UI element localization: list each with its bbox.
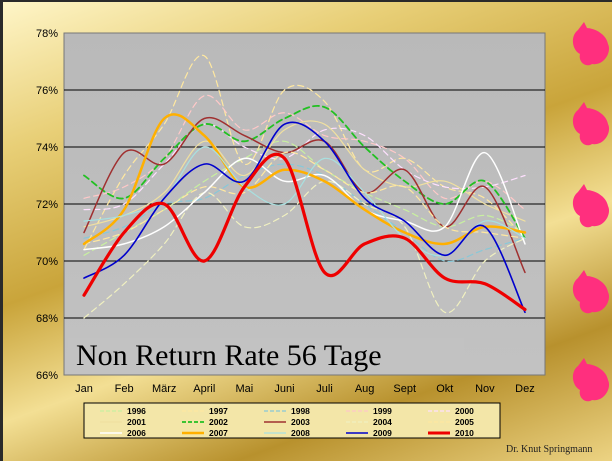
y-tick-label: 70% (36, 256, 58, 268)
x-tick-label: Sept (393, 383, 416, 395)
legend-label-2004: 2004 (373, 417, 392, 427)
legend-label-2006: 2006 (127, 428, 146, 438)
legend-label-1998: 1998 (291, 406, 310, 416)
y-tick-label: 66% (36, 370, 58, 382)
pink-flower-icon (572, 184, 610, 228)
pink-flower-decorations (572, 22, 610, 402)
legend-label-2000: 2000 (455, 406, 474, 416)
legend-label-2008: 2008 (291, 428, 310, 438)
x-axis: Jan Feb März April Mai Juni Juli Aug Sept Okt Nov D… (75, 383, 535, 395)
x-tick-label: April (193, 383, 215, 395)
y-tick-label: 72% (36, 199, 58, 211)
series-lines (82, 54, 527, 319)
y-tick-label: 68% (36, 313, 58, 325)
legend-label-2007: 2007 (209, 428, 228, 438)
series-line-2002 (83, 105, 526, 240)
pink-flower-icon (572, 358, 610, 402)
series-line-1998 (83, 163, 526, 263)
legend-box (83, 402, 501, 439)
series-line-2005 (83, 151, 526, 245)
gridlines (64, 89, 545, 319)
legend-label-1996: 1996 (127, 406, 146, 416)
y-tick-label: 74% (36, 142, 58, 154)
x-tick-label: Nov (475, 383, 495, 395)
x-tick-label: Mai (236, 383, 254, 395)
legend-label-2002: 2002 (209, 417, 228, 427)
title-box (68, 338, 464, 372)
pink-flower-icon (572, 22, 610, 66)
x-tick-label: Juli (316, 383, 333, 395)
pink-flower-icon (572, 270, 610, 314)
pink-flower-icon (572, 102, 610, 146)
series-line-2004 (83, 180, 526, 319)
legend-label-1999: 1999 (373, 406, 392, 416)
x-tick-label: März (152, 383, 176, 395)
series-line-1996 (83, 140, 526, 256)
overlay-title: Non Return Rate 56 Tage (76, 339, 382, 372)
y-tick-label: 78% (36, 28, 58, 40)
x-tick-label: Aug (355, 383, 375, 395)
x-tick-label: Feb (115, 383, 134, 395)
series-line-1999 (83, 94, 526, 211)
series-line-2010 (82, 152, 527, 312)
series-line-2003 (83, 116, 526, 274)
legend-label-2003: 2003 (291, 417, 310, 427)
legend-label-2005: 2005 (455, 417, 474, 427)
legend-label-2001: 2001 (127, 417, 146, 427)
series-line-2007 (82, 113, 527, 246)
legend-label-2009: 2009 (373, 428, 392, 438)
series-line-2006 (83, 151, 526, 251)
series-line-2000 (83, 123, 526, 211)
legend-label-2010: 2010 (455, 428, 474, 438)
y-axis: 66% 68% 70% 72% 74% 76% 78% (36, 28, 58, 382)
x-tick-label: Okt (436, 383, 453, 395)
x-tick-label: Dez (515, 383, 535, 395)
y-tick-label: 76% (36, 85, 58, 97)
legend-label-1997: 1997 (209, 406, 228, 416)
author-credit: Dr. Knut Springmann (506, 444, 593, 455)
x-tick-label: Juni (274, 383, 294, 395)
legend: 1996 1997 1998 1999 2000 2001 2002 2003 2004 2005… (83, 402, 501, 439)
x-tick-label: Jan (75, 383, 93, 395)
